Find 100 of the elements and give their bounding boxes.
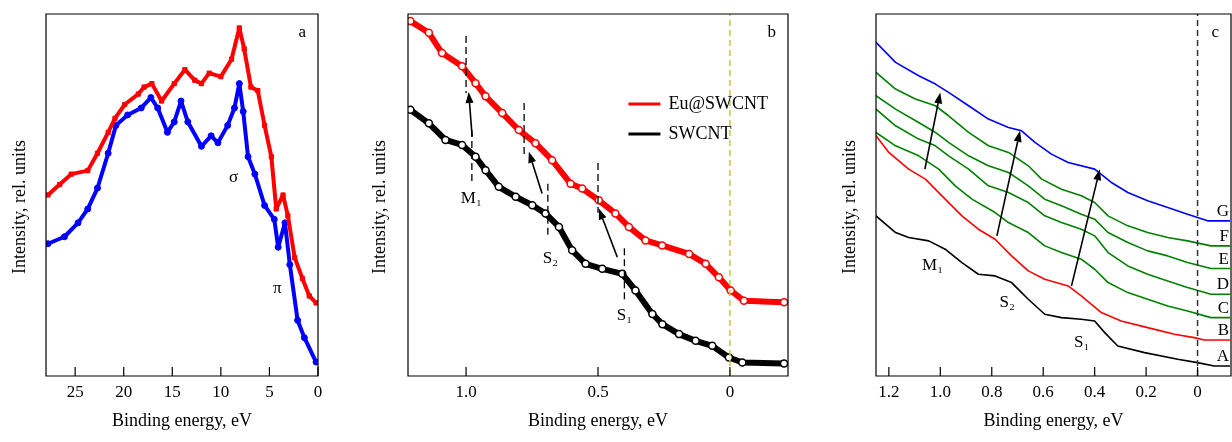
point [154,104,162,112]
point [261,122,268,129]
y-axis-title: Intensity, rel. units [838,140,859,274]
point [566,179,575,188]
point [251,170,259,178]
point [541,209,550,218]
point [239,107,247,115]
point [171,80,177,87]
point [300,334,308,342]
point [112,115,118,122]
point [779,297,788,307]
annotation: M₁ [460,188,482,208]
point [274,243,282,251]
annotation: σ [228,167,239,187]
point [281,219,289,227]
point [514,125,524,135]
point [481,92,490,101]
point [285,213,291,219]
point [657,241,667,250]
point [122,101,128,108]
point [631,286,640,295]
x-tick-label: 0.4 [1084,381,1106,401]
point [691,336,700,346]
point [46,240,52,248]
point [299,275,306,282]
point [531,138,540,148]
point [236,25,242,31]
point [192,77,198,83]
point [74,219,82,227]
point [255,87,261,94]
series-label: F [1219,225,1229,245]
point [85,168,91,174]
x-axis-title: Binding energy, eV [112,409,252,430]
x-axis-title: Binding energy, eV [528,409,668,430]
annotation: b [767,21,776,41]
point [641,236,650,245]
point [93,184,101,192]
point [708,341,717,351]
point [658,319,667,329]
point [124,111,132,119]
point [214,139,222,147]
x-tick-label: 1.0 [455,381,477,401]
legend-label: SWCNT [668,122,732,143]
point [294,316,302,324]
point [207,132,215,140]
point [197,142,205,150]
y-axis-title: Intensity, rel. units [8,140,29,274]
point [56,181,63,188]
point [554,222,564,232]
point [84,205,92,213]
x-tick-label: 10 [212,381,230,401]
x-tick-label: 0 [313,381,323,401]
point [424,28,434,38]
series-label: D [1216,274,1229,294]
x-tick-label: 0.2 [1135,381,1157,401]
point [228,56,235,62]
series-label: B [1217,319,1229,339]
point [597,264,607,274]
text: c [1211,21,1220,41]
point [567,246,577,255]
point [137,104,145,112]
point [292,255,298,261]
point [94,150,101,156]
x-tick-label: 0.6 [1032,381,1054,401]
point [286,261,294,269]
annotation: S₂ [542,248,559,268]
annotation: M₁ [922,255,944,275]
point [577,184,587,193]
point [648,309,657,319]
point [261,201,269,209]
point [280,192,286,198]
x-tick-label: 25 [66,381,84,401]
point [313,300,318,306]
point [441,135,450,145]
point [60,233,68,241]
point [457,61,467,71]
series-label: G [1216,200,1229,220]
point [224,121,232,129]
annotation: S₁ [1074,332,1090,352]
x-tick-label: 0 [1193,381,1202,401]
point [270,215,278,223]
series-label: A [1216,345,1230,365]
x-tick-label: 0 [725,381,735,401]
point [494,182,504,192]
point [46,192,51,198]
point [684,249,694,259]
point [481,165,490,175]
x-tick-label: 0.5 [587,381,609,401]
point [273,206,279,212]
x-tick-label: 0.8 [981,381,1003,401]
point [206,70,212,76]
point [424,119,434,128]
point [624,222,634,232]
x-tick-label: 15 [163,381,181,401]
series-label: C [1217,297,1229,317]
point [714,273,724,282]
point [701,259,710,269]
point [235,80,243,88]
point [105,129,111,135]
point [547,155,557,165]
